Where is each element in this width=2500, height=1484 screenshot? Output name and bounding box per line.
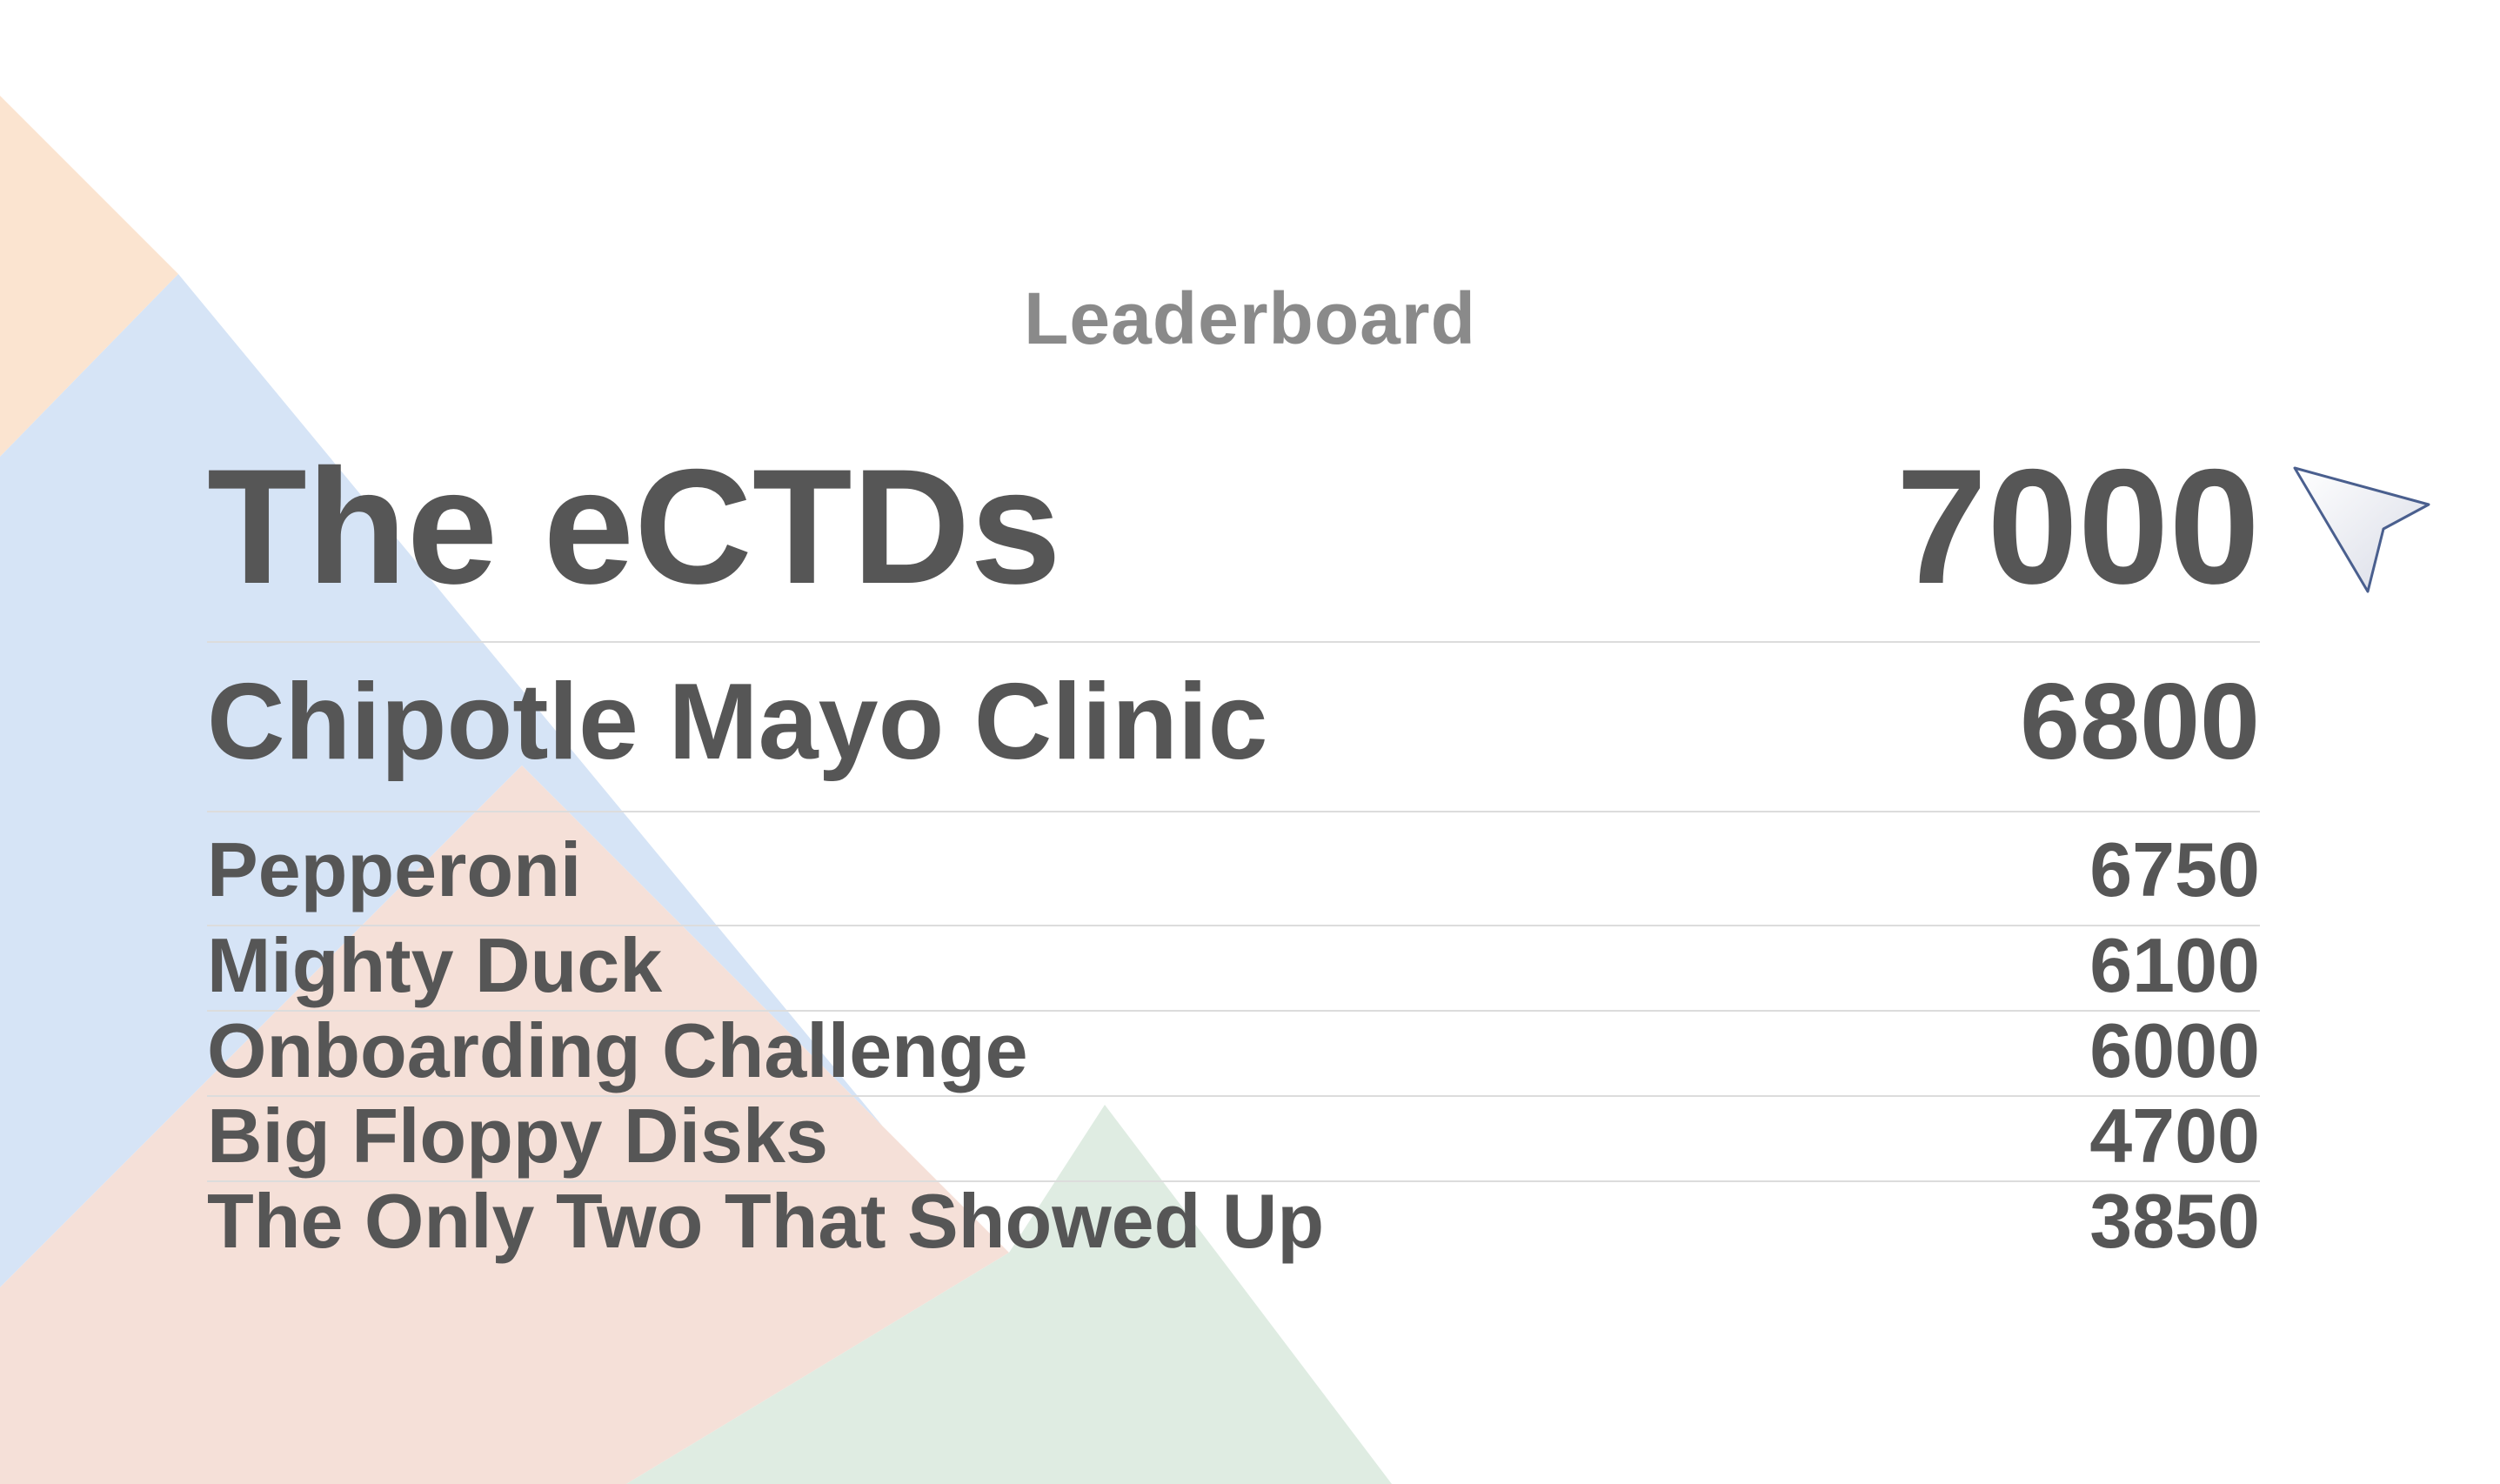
team-name: Onboarding Challenge [207,1007,1028,1093]
bg-salmon-triangle [0,765,1009,1484]
row-divider [207,1180,2260,1182]
row-divider [207,811,2260,812]
team-score: 6800 [2020,662,2260,782]
team-name: Mighty Duck [207,922,663,1008]
leaderboard-row-7: The Only Two That Showed Up 3850 [207,1178,2260,1265]
bg-peach-triangle [0,96,178,457]
team-score: 6100 [2089,922,2260,1008]
team-score: 4700 [2089,1093,2260,1179]
team-score: 6000 [2089,1007,2260,1093]
pointer-arrow-icon [2293,466,2430,593]
team-score: 3850 [2089,1178,2260,1264]
team-name: Chipotle Mayo Clinic [207,662,1268,782]
leaderboard-row-6: Big Floppy Disks 4700 [207,1093,2260,1180]
row-divider [207,641,2260,643]
team-score: 7000 [1895,435,2260,618]
leaderboard-row-4: Mighty Duck 6100 [207,922,2260,1009]
bg-blue-triangle [0,274,883,1287]
leaderboard-row-3: Pepperoni 6750 [207,822,2260,918]
leaderboard-row-5: Onboarding Challenge 6000 [207,1007,2260,1094]
team-name: Pepperoni [207,826,582,912]
team-score: 6750 [2089,826,2260,912]
leaderboard-row-2: Chipotle Mayo Clinic 6800 [207,661,2260,783]
page-title: Leaderboard [1024,277,1476,359]
leaderboard-row-1: The eCTDs 7000 [207,435,2260,618]
row-divider [207,925,2260,926]
row-divider [207,1095,2260,1097]
team-name: Big Floppy Disks [207,1093,828,1179]
team-name: The Only Two That Showed Up [207,1178,1325,1264]
bg-green-triangle [626,1105,1392,1484]
team-name: The eCTDs [207,435,1061,618]
row-divider [207,1010,2260,1012]
